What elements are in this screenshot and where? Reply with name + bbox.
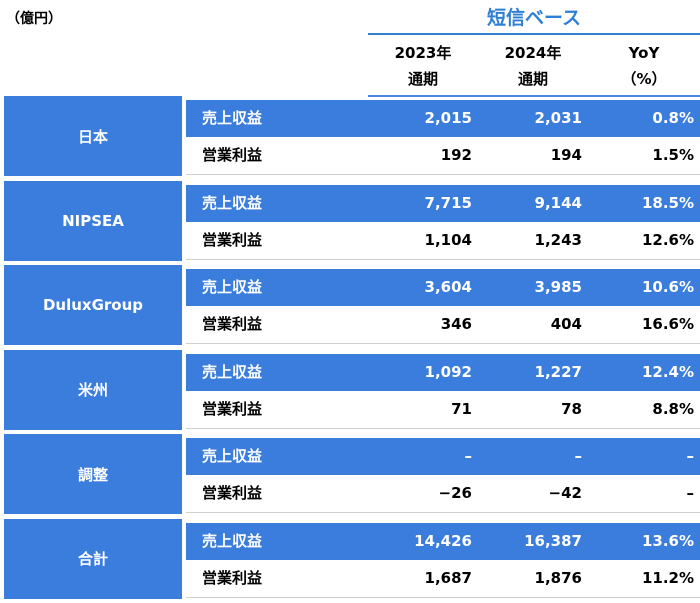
value-2024: 2,031 [534,109,582,127]
value-yoy: 16.6% [641,315,694,333]
row-label: 営業利益 [202,399,263,418]
value-2024: 78 [561,399,582,418]
column-header-yoy-unit: （%） [621,70,667,88]
value-yoy: – [686,447,695,465]
revenue-row: 売上収益 7,715 9,144 18.5% [186,184,700,222]
value-2023: 2,015 [424,109,472,127]
row-label: 営業利益 [202,568,263,587]
revenue-row: 売上収益 – – – [186,438,700,475]
column-header-2024-period: 通期 [517,70,548,88]
segment-group: NIPSEA 売上収益 7,715 9,144 18.5% 営業利益 1,104 1,243 1… [4,180,700,261]
row-label: 売上収益 [202,531,263,550]
value-2024: −42 [548,484,582,502]
segment-group: 合計 売上収益 14,426 16,387 13.6% 営業利益 1,687 1,876 11.… [4,518,700,599]
value-2023: 1,092 [424,362,472,381]
row-label: 営業利益 [202,230,263,249]
value-2023: 3,604 [424,278,472,296]
row-label: 売上収益 [202,362,263,381]
value-2024: 9,144 [534,193,582,212]
row-label: 売上収益 [202,447,263,465]
row-label: 売上収益 [202,109,263,127]
value-2024: – [574,447,583,465]
value-2024: 1,876 [534,568,582,587]
operating-profit-row: 営業利益 −26 −42 – [186,475,700,513]
segment-group: 調整 売上収益 – – – 営業利益 −26 −42 – [4,434,700,514]
value-2023: 7,715 [424,193,472,212]
value-2023: −26 [438,484,472,502]
row-label: 営業利益 [202,484,263,502]
segment-name: 調整 [4,434,182,514]
value-yoy: 12.4% [641,362,694,381]
revenue-row: 売上収益 3,604 3,985 10.6% [186,269,700,306]
row-label: 営業利益 [202,146,263,164]
unit-label: （億円） [6,11,62,27]
segment-group: 日本 売上収益 2,015 2,031 0.8% 営業利益 192 194 1.5% [4,96,700,176]
value-yoy: 10.6% [641,278,694,296]
value-yoy: 8.8% [652,399,694,418]
column-header-yoy-label: YoY [628,44,660,62]
value-2024: 16,387 [524,531,582,550]
value-2023: – [464,447,473,465]
column-header-yoy: YoY （%） [588,40,700,92]
value-yoy: 12.6% [641,230,694,249]
value-2024: 3,985 [534,278,582,296]
value-2024: 404 [550,315,582,333]
operating-profit-row: 営業利益 1,687 1,876 11.2% [186,559,700,598]
operating-profit-row: 営業利益 1,104 1,243 12.6% [186,221,700,260]
revenue-row: 売上収益 2,015 2,031 0.8% [186,100,700,137]
segment-name: 米州 [4,349,182,430]
segment-name: DuluxGroup [4,265,182,345]
row-label: 売上収益 [202,193,263,212]
value-2023: 346 [440,315,472,333]
value-2024: 1,227 [534,362,582,381]
value-2024: 194 [550,146,582,164]
header-rule [368,95,700,97]
value-2023: 192 [440,146,472,164]
operating-profit-row: 営業利益 346 404 16.6% [186,306,700,344]
value-2024: 1,243 [534,230,582,249]
column-header-2024: 2024年 通期 [478,40,588,92]
segment-group: 米州 売上収益 1,092 1,227 12.4% 営業利益 71 78 8.8% [4,349,700,430]
basis-underline [368,33,700,35]
row-label: 営業利益 [202,315,263,333]
value-yoy: 11.2% [641,568,694,587]
value-yoy: 13.6% [641,531,694,550]
value-yoy: 0.8% [652,109,694,127]
value-2023: 1,104 [424,230,472,249]
segment-name: NIPSEA [4,180,182,261]
value-2023: 71 [451,399,472,418]
value-yoy: – [686,484,695,502]
segment-name: 合計 [4,518,182,599]
segment-name: 日本 [4,96,182,176]
value-yoy: 1.5% [652,146,694,164]
column-header-2023-year: 2023年 [394,44,452,62]
row-label: 売上収益 [202,278,263,296]
basis-title: 短信ベース [486,7,582,29]
value-2023: 14,426 [414,531,472,550]
value-2023: 1,687 [424,568,472,587]
value-yoy: 18.5% [641,193,694,212]
column-header-2023: 2023年 通期 [368,40,478,92]
revenue-row: 売上収益 14,426 16,387 13.6% [186,522,700,560]
operating-profit-row: 営業利益 192 194 1.5% [186,137,700,175]
column-header-2024-year: 2024年 [504,44,562,62]
operating-profit-row: 営業利益 71 78 8.8% [186,390,700,429]
segment-group: DuluxGroup 売上収益 3,604 3,985 10.6% 営業利益 346 404 1… [4,265,700,345]
column-header-2023-period: 通期 [407,70,438,88]
revenue-row: 売上収益 1,092 1,227 12.4% [186,353,700,391]
